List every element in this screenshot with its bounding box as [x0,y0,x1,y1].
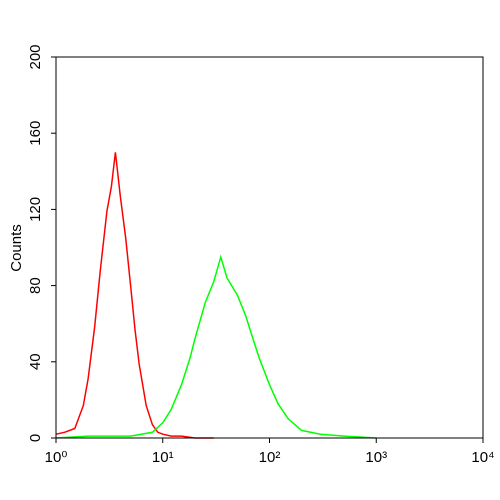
histogram-line [55,152,214,439]
x-tick-label: 10¹ [152,449,174,466]
x-tick-label: 10³ [365,449,387,466]
y-tick-label: 160 [27,121,44,146]
y-tick-label: 40 [27,353,44,370]
x-tick-label: 10⁴ [471,449,494,466]
y-tick-label: 120 [27,197,44,222]
y-axis-label: Counts [8,224,25,272]
y-tick-label: 80 [27,277,44,294]
x-tick-label: 10² [259,449,281,466]
plot-frame [55,56,484,439]
y-tick-label: 0 [27,434,44,442]
y-tick-label: 200 [27,44,44,69]
histogram-line [55,254,377,439]
x-tick-label: 10⁰ [45,449,68,466]
